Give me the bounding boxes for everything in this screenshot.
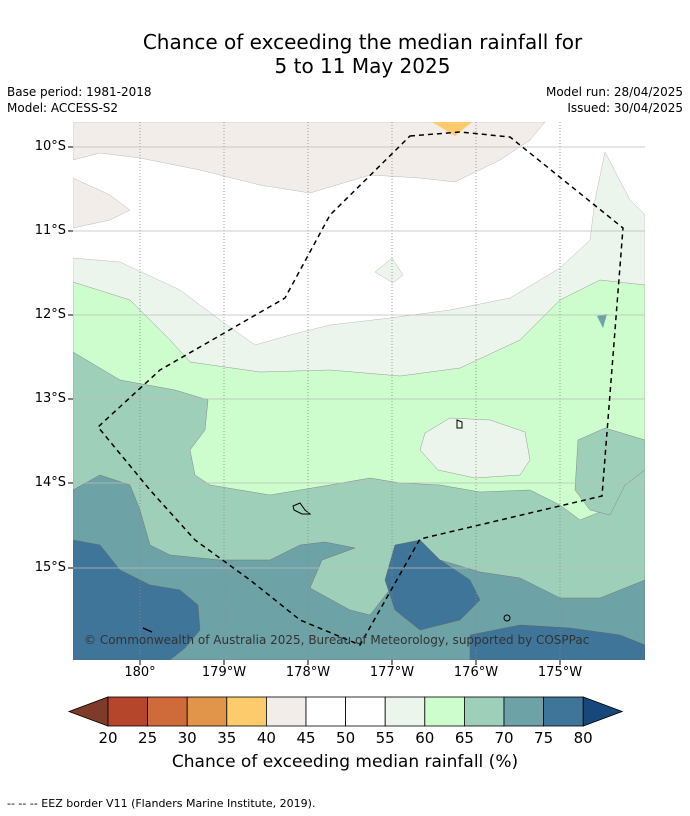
island-outline	[142, 627, 153, 633]
model-name: Model: ACCESS-S2	[7, 101, 119, 115]
colorbar-segment	[503, 696, 544, 727]
contour-80-bottom	[469, 624, 645, 660]
contour-40	[432, 122, 472, 136]
contour-45-left	[73, 177, 131, 229]
lon-label-178w: 178°W	[285, 665, 331, 680]
lon-label-177w: 177°W	[369, 665, 415, 680]
eez-footnote: -- -- -- EEZ border V11 (Flanders Marine…	[7, 797, 316, 810]
contour-60-inner	[419, 417, 531, 479]
map-title: Chance of exceeding the median rainfall …	[0, 30, 690, 78]
colorbar-segment	[305, 696, 346, 727]
colorbar-segment	[543, 696, 584, 727]
colorbar-tick-label: 30	[177, 729, 197, 747]
colorbar-segment	[226, 696, 267, 727]
lat-label-14s: 14°S	[34, 475, 66, 490]
colorbar-segment	[345, 696, 386, 727]
contour-80-left	[73, 539, 201, 660]
colorbar-segment	[424, 696, 465, 727]
colorbar-extend-high	[582, 696, 624, 727]
contour-45-top	[73, 122, 546, 194]
colorbar-segment	[186, 696, 228, 727]
colorbar-segment	[384, 696, 426, 727]
colorbar-tick-label: 20	[98, 729, 118, 747]
colorbar-tick-label: 35	[217, 729, 237, 747]
colorbar-tick-label: 50	[336, 729, 356, 747]
contour-60-island	[374, 257, 404, 284]
lat-label-11s: 11°S	[34, 223, 66, 238]
lon-label-176w: 176°W	[453, 665, 499, 680]
colorbar-segment	[265, 696, 307, 727]
colorbar-tick-label: 70	[494, 729, 514, 747]
colorbar-tick-label: 45	[296, 729, 316, 747]
colorbar-title: Chance of exceeding median rainfall (%)	[171, 752, 519, 772]
contour-80-center	[384, 539, 481, 631]
title-line-1: Chance of exceeding the median rainfall …	[142, 30, 583, 54]
colorbar-extend-low	[67, 696, 109, 727]
island-outline	[292, 502, 312, 515]
colorbar-segment	[147, 696, 188, 727]
lat-label-13s: 13°S	[34, 391, 66, 406]
meta-right: Model run: 28/04/2025 Issued: 30/04/2025	[546, 84, 683, 116]
rainfall-contours	[73, 122, 645, 660]
colorbar-tick-label: 65	[454, 729, 474, 747]
colorbar-tick-label: 55	[375, 729, 395, 747]
issued-date: Issued: 30/04/2025	[567, 101, 683, 115]
lat-label-10s: 10°S	[34, 139, 66, 154]
base-period: Base period: 1981-2018	[7, 85, 152, 99]
gridlines	[73, 122, 645, 660]
colorbar-tick-label: 60	[415, 729, 435, 747]
lon-label-175w: 175°W	[537, 665, 583, 680]
island-outline	[503, 614, 511, 622]
colorbar	[67, 696, 624, 727]
copyright-notice: © Commonwealth of Australia 2025, Bureau…	[84, 633, 590, 647]
island-outline	[456, 419, 463, 429]
axis-ticks	[68, 146, 561, 665]
model-run: Model run: 28/04/2025	[545, 85, 683, 99]
title-line-2: 5 to 11 May 2025	[274, 54, 451, 78]
colorbar-segment	[107, 696, 148, 727]
contour-70-right	[574, 427, 645, 516]
contour-75	[73, 474, 645, 660]
colorbar-tick-label: 75	[534, 729, 554, 747]
meta-left: Base period: 1981-2018 Model: ACCESS-S2	[7, 84, 152, 116]
eez-border	[96, 131, 624, 646]
lon-label-180: 180°	[124, 665, 156, 680]
lon-label-179w: 179°W	[201, 665, 247, 680]
colorbar-tick-label: 25	[138, 729, 158, 747]
contour-75-small	[597, 314, 607, 328]
colorbar-tick-label: 40	[256, 729, 276, 747]
lat-label-15s: 15°S	[34, 560, 66, 575]
colorbar-segment	[463, 696, 505, 727]
lat-label-12s: 12°S	[34, 307, 66, 322]
colorbar-tick-label: 80	[573, 729, 593, 747]
